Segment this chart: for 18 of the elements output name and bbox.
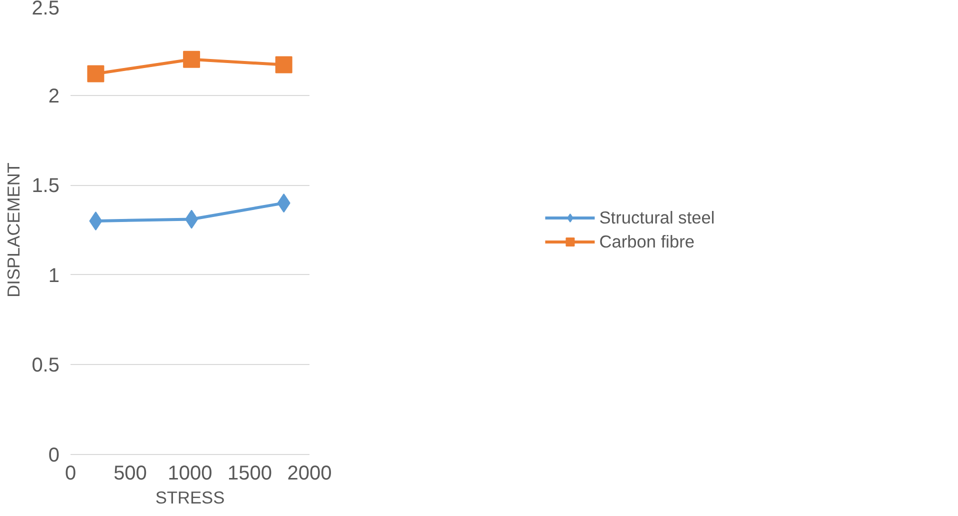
y-axis-title: DISPLACEMENT (4, 162, 24, 298)
y-tick-label: 2 (48, 85, 60, 108)
x-axis-title: STRESS (155, 488, 225, 508)
point (87, 65, 104, 82)
y-tick-label: 1.5 (32, 175, 60, 198)
legend-label: Carbon fibre (599, 231, 695, 252)
x-tick-label: 0 (64, 462, 76, 484)
x-tick-label: 1500 (228, 462, 272, 484)
point (183, 50, 200, 68)
x-tick-label: 500 (114, 462, 147, 484)
y-tick-label: 2.5 (32, 0, 60, 20)
y-tick-label: 1 (48, 264, 60, 287)
x-tick-label: 1000 (168, 462, 212, 484)
x-tick-label: 2000 (287, 462, 332, 484)
y-tick-label: 0 (48, 444, 60, 466)
y-tick-label: 0.5 (32, 354, 60, 377)
legend-label: Structural steel (599, 207, 715, 228)
point (275, 56, 292, 74)
